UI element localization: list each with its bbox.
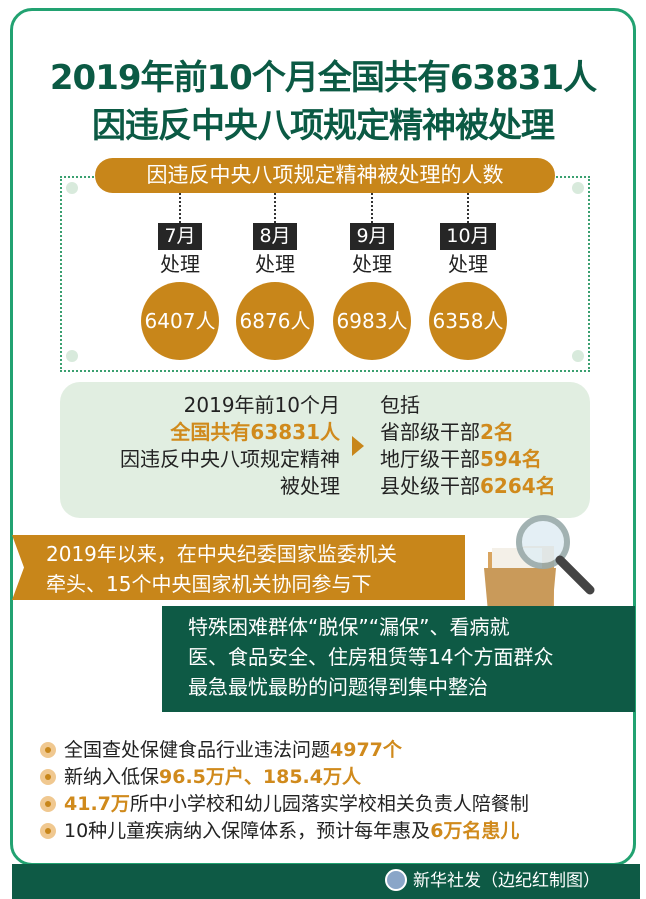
green-line: 医、食品安全、住房租赁等14个方面群众 [188,645,554,669]
bullet-icon [40,769,56,785]
arrow-right-icon [352,436,364,456]
summary-text: 被处理 [280,474,340,498]
bullet-icon [40,742,56,758]
bullet-icon [40,796,56,812]
decor-dot [572,182,584,194]
monthly-header: 因违反中央八项规定精神被处理的人数 [95,158,555,193]
folder-magnifier-icon [484,515,595,612]
month-label: 8月 [253,223,297,250]
green-box: 特殊困难群体“脱保”“漏保”、看病就 医、食品安全、住房租赁等14个方面群众 最… [162,606,635,712]
month-label: 9月 [350,223,394,250]
month-column: 8月 处理 6876人 [230,193,320,360]
bullet-item: 10种儿童疾病纳入保障体系，预计每年惠及6万名患儿 [40,819,519,843]
bullet-item: 41.7万所中小学校和幼儿园落实学校相关负责人陪餐制 [40,792,529,816]
footer: 新华社发（边纪红制图） [12,864,640,899]
summary-total: 全国共有63831人 [170,420,340,444]
bullet-icon [40,823,56,839]
summary-left: 2019年前10个月 全国共有63831人 因违反中央八项规定精神 被处理 [120,392,340,500]
summary-text: 2019年前10个月 [183,393,340,417]
month-label: 7月 [158,223,202,250]
title-line-1: 2019年前10个月全国共有63831人 [49,58,597,98]
action-label: 处理 [448,252,488,276]
decor-dot [66,182,78,194]
action-label: 处理 [160,252,200,276]
summary-box: 2019年前10个月 全国共有63831人 因违反中央八项规定精神 被处理 包括… [60,382,590,518]
decor-dot [572,350,584,362]
action-label: 处理 [352,252,392,276]
month-column: 10月 处理 6358人 [423,193,513,360]
banner-line: 2019年以来，在中央纪委国家监委机关 [46,542,397,566]
count-circle: 6983人 [333,282,411,360]
green-line: 特殊困难群体“脱保”“漏保”、看病就 [188,615,510,639]
brown-banner: 2019年以来，在中央纪委国家监委机关 牵头、15个中央国家机关协同参与下 [12,535,465,600]
month-label: 10月 [440,223,496,250]
rank-row: 县处级干部6264名 [380,474,556,498]
count-circle: 6407人 [141,282,219,360]
banner-line: 牵头、15个中央国家机关协同参与下 [46,572,372,596]
rank-row: 省部级干部2名 [380,420,514,444]
xinhua-logo-icon [385,869,407,891]
bullet-item: 全国查处保健食品行业违法问题4977个 [40,738,402,762]
summary-right: 包括 省部级干部2名 地厅级干部594名 县处级干部6264名 [380,392,556,500]
month-column: 7月 处理 6407人 [135,193,225,360]
count-circle: 6876人 [236,282,314,360]
green-line: 最急最忧最盼的问题得到集中整治 [188,675,488,699]
title-line-2: 因违反中央八项规定精神被处理 [92,106,555,146]
month-column: 9月 处理 6983人 [327,193,417,360]
action-label: 处理 [255,252,295,276]
count-circle: 6358人 [429,282,507,360]
summary-right-title: 包括 [380,393,420,417]
rank-row: 地厅级干部594名 [380,447,542,471]
bullet-item: 新纳入低保96.5万户、185.4万人 [40,765,361,789]
footer-credit: 新华社发（边纪红制图） [413,871,600,891]
summary-text: 因违反中央八项规定精神 [120,447,340,471]
decor-dot [66,350,78,362]
